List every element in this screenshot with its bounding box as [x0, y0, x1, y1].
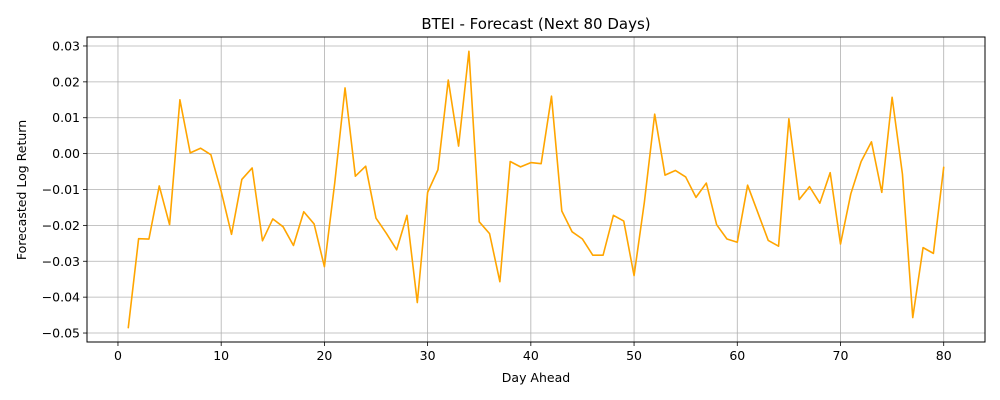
y-tick-label: −0.01	[42, 182, 80, 197]
x-tick-label: 80	[936, 348, 952, 363]
y-tick-label: 0.03	[52, 38, 80, 53]
y-axis-title: Forecasted Log Return	[14, 120, 29, 260]
x-tick-label: 70	[833, 348, 849, 363]
x-tick-label: 50	[626, 348, 642, 363]
y-tick-label: −0.04	[42, 290, 80, 305]
y-axis: −0.05 −0.04 −0.03 −0.02 −0.01 0.00 0.01 0.02 0.0…	[42, 38, 87, 341]
grid	[87, 37, 985, 342]
forecast-series-line	[127, 50, 945, 329]
x-tick-label: 0	[114, 348, 122, 363]
x-tick-label: 20	[316, 348, 332, 363]
x-axis-title: Day Ahead	[502, 370, 570, 385]
y-tick-label: −0.03	[42, 254, 80, 269]
y-tick-label: −0.05	[42, 326, 80, 341]
y-tick-label: 0.02	[52, 74, 80, 89]
x-tick-label: 30	[420, 348, 436, 363]
x-tick-label: 10	[213, 348, 229, 363]
x-axis: 0 10 20 30 40 50 60 70 80	[114, 342, 952, 363]
series-layer	[127, 50, 945, 329]
y-tick-label: −0.02	[42, 218, 80, 233]
chart-title: BTEI - Forecast (Next 80 Days)	[421, 15, 650, 33]
x-tick-label: 40	[523, 348, 539, 363]
y-tick-label: 0.00	[52, 146, 80, 161]
y-tick-label: 0.01	[52, 110, 80, 125]
x-tick-label: 60	[729, 348, 745, 363]
